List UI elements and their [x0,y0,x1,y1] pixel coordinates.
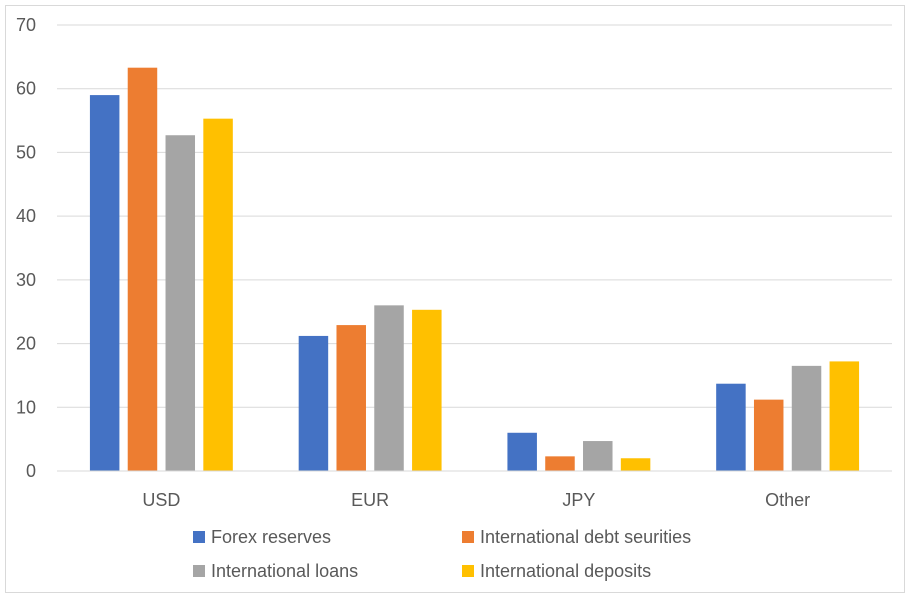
legend-swatch [193,565,205,577]
legend-label: International loans [211,561,358,581]
legend-item: Forex reserves [193,527,331,547]
y-tick-label: 30 [16,270,36,290]
legend-label: International deposits [480,561,651,581]
bar-other-series-2 [791,365,822,471]
bar-other-series-1 [753,399,784,471]
legend-swatch [193,531,205,543]
legend-swatch [462,531,474,543]
y-tick-label: 20 [16,334,36,354]
bar-eur-series-2 [374,305,404,471]
x-tick-label: EUR [351,490,389,510]
bar-usd-series-3 [203,118,233,471]
legend-item: International deposits [462,561,651,581]
y-tick-label: 50 [16,142,36,162]
y-tick-label: 60 [16,79,36,99]
x-tick-label: JPY [562,490,595,510]
x-axis-ticks: USD EUR JPY Other [142,490,810,510]
legend-item: International loans [193,561,358,581]
y-tick-label: 40 [16,206,36,226]
bar-other-series-3 [829,361,860,471]
legend-label: Forex reserves [211,527,331,547]
bar-jpy-series-1 [545,456,575,471]
y-tick-label: 0 [26,461,36,481]
bar-usd-series-2 [165,135,196,472]
y-tick-label: 70 [16,15,36,35]
bars [89,67,860,472]
y-axis-ticks: 0 10 20 30 40 50 60 70 [16,15,36,481]
legend-swatch [462,565,474,577]
gridlines [57,24,892,408]
legend-label: International debt seurities [480,527,691,547]
bar-eur-series-0 [298,335,329,471]
bar-other-series-0 [716,383,746,471]
x-tick-label: USD [142,490,180,510]
bar-eur-series-3 [412,309,442,471]
bar-jpy-series-3 [620,458,651,471]
legend: Forex reserves International debt seuriti… [193,527,691,581]
bar-eur-series-1 [336,325,366,471]
bar-usd-series-0 [89,95,120,471]
bar-jpy-series-2 [583,441,613,471]
bar-jpy-series-0 [507,432,537,471]
bar-usd-series-1 [127,67,158,471]
legend-item: International debt seurities [462,527,691,547]
x-tick-label: Other [765,490,810,510]
y-tick-label: 10 [16,397,36,417]
